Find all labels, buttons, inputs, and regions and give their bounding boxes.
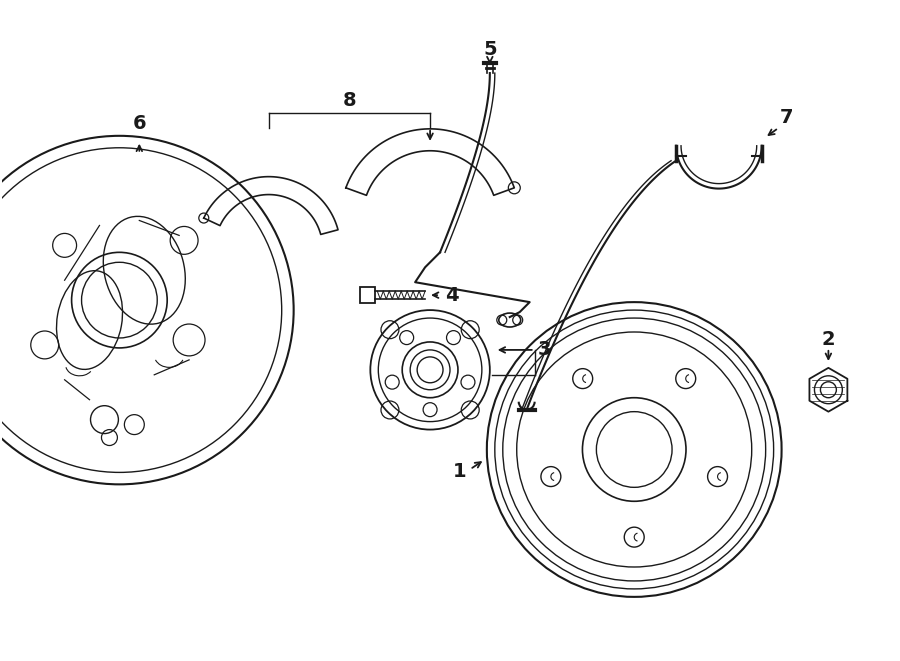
Text: 6: 6	[132, 114, 146, 134]
Text: 1: 1	[453, 462, 467, 481]
Text: 2: 2	[822, 330, 835, 350]
Text: 4: 4	[446, 286, 459, 305]
Text: 7: 7	[779, 108, 793, 128]
Text: 5: 5	[483, 40, 497, 59]
Bar	[360, 287, 375, 303]
Text: 8: 8	[343, 91, 356, 110]
Text: 3: 3	[538, 340, 552, 360]
